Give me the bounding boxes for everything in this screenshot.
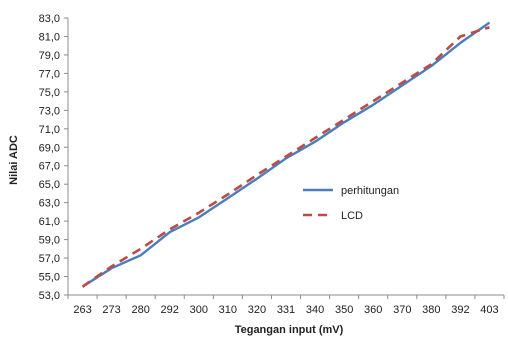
x-tick-label: 380 xyxy=(422,304,440,316)
x-tick-labels: 263 273 280 292 300 310 320 331 340 350 360 370 380 3… xyxy=(73,304,498,316)
series-line-perhitungan xyxy=(81,21,491,288)
y-tick-label: 71,0 xyxy=(39,124,60,136)
x-tick-label: 310 xyxy=(219,304,237,316)
y-tick-label: 55,0 xyxy=(39,272,60,284)
y-tick-label: 73,0 xyxy=(39,105,60,117)
legend-label-perhitungan: perhitungan xyxy=(341,185,399,197)
x-tick-label: 392 xyxy=(451,304,469,316)
y-tick-label: 69,0 xyxy=(39,142,60,154)
x-tick-label: 350 xyxy=(335,304,353,316)
x-tick-label: 370 xyxy=(393,304,411,316)
x-tick-label: 320 xyxy=(248,304,266,316)
series-line-lcd xyxy=(81,25,490,288)
y-tick-label: 63,0 xyxy=(39,198,60,210)
y-tick-label: 61,0 xyxy=(39,216,60,228)
y-tick-label: 75,0 xyxy=(39,87,60,99)
x-tick-label: 340 xyxy=(306,304,324,316)
x-tick-label: 300 xyxy=(190,304,208,316)
y-tick-labels: 53,0 55,0 57,0 59,0 61,0 63,0 65,0 67,0 69,0 71,0… xyxy=(39,13,60,302)
x-tick-label: 273 xyxy=(102,304,120,316)
y-axis-title: Nilai ADC xyxy=(8,135,20,185)
series-lines xyxy=(81,21,491,288)
y-tick-label: 53,0 xyxy=(39,290,60,302)
x-tick-label: 360 xyxy=(364,304,382,316)
y-tick-label: 81,0 xyxy=(39,31,60,43)
y-tick-label: 77,0 xyxy=(39,68,60,80)
x-tick-label: 403 xyxy=(480,304,498,316)
y-tick-label: 59,0 xyxy=(39,235,60,247)
y-tick-label: 65,0 xyxy=(39,179,60,191)
y-tick-label: 57,0 xyxy=(39,253,60,265)
axes xyxy=(64,17,505,299)
y-tick-label: 67,0 xyxy=(39,161,60,173)
x-tick-label: 331 xyxy=(277,304,295,316)
x-axis-title: Tegangan input (mV) xyxy=(235,324,344,336)
legend-label-lcd: LCD xyxy=(341,210,363,222)
x-tick-label: 292 xyxy=(161,304,179,316)
y-tick-label: 79,0 xyxy=(39,50,60,62)
x-tick-label: 263 xyxy=(73,304,91,316)
x-tick-label: 280 xyxy=(131,304,149,316)
legend: perhitungan LCD xyxy=(303,185,399,222)
y-tick-label: 83,0 xyxy=(39,13,60,25)
